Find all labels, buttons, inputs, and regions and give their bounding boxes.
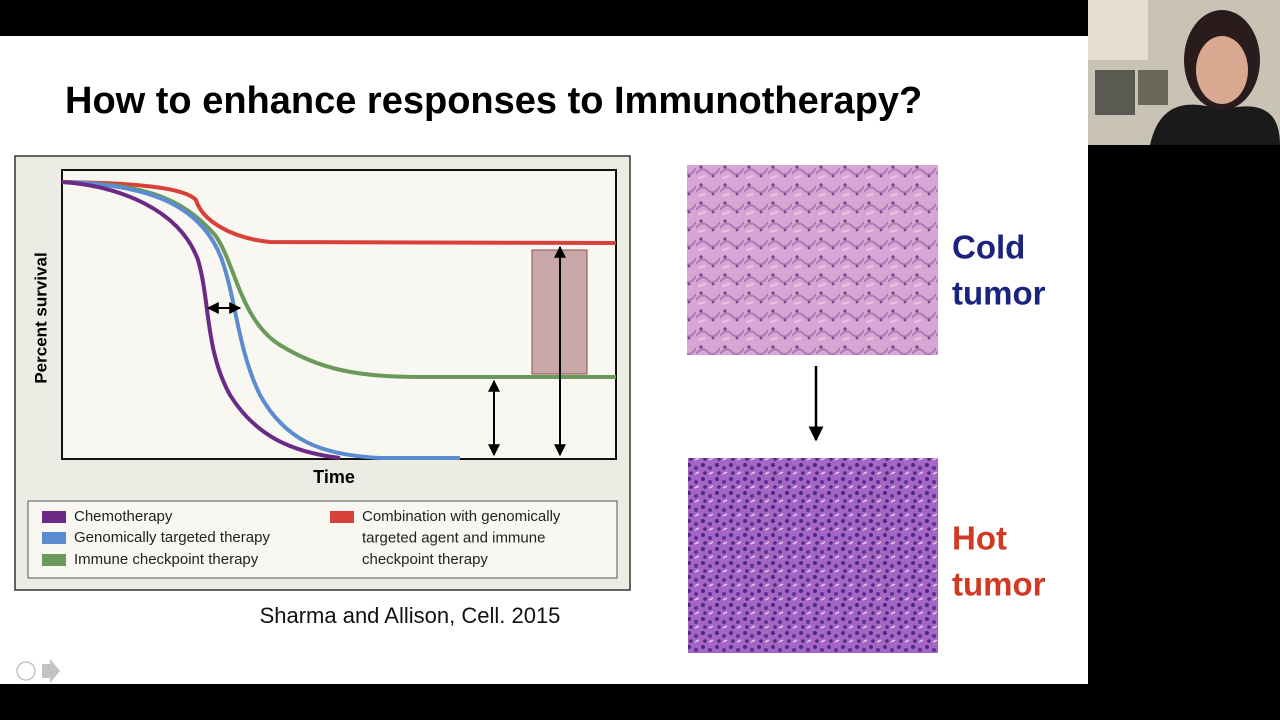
hot-tumor-image xyxy=(688,458,938,653)
legend-label: Genomically targeted therapy xyxy=(74,529,270,546)
legend-swatch xyxy=(42,554,66,566)
tumor-label: Hot xyxy=(952,520,1007,557)
slide-title: How to enhance responses to Immunotherap… xyxy=(65,80,922,122)
legend-label: targeted agent and immune xyxy=(362,529,545,546)
x-axis-label: Time xyxy=(313,467,355,487)
legend-swatch xyxy=(42,532,66,544)
citation: Sharma and Allison, Cell. 2015 xyxy=(260,603,561,628)
tumor-label: tumor xyxy=(952,275,1046,312)
legend-label: checkpoint therapy xyxy=(362,551,488,568)
slide-controls[interactable] xyxy=(16,659,60,683)
y-axis-label: Percent survival xyxy=(31,252,50,383)
survival-curve xyxy=(61,180,341,460)
legend-swatch xyxy=(42,511,66,523)
webcam-video xyxy=(1088,0,1280,145)
legend-label: Chemotherapy xyxy=(74,508,173,525)
legend-label: Combination with genomically xyxy=(362,508,561,525)
tumor-labels: Cold tumor Hot tumor xyxy=(952,229,1046,603)
survival-curve xyxy=(61,180,460,460)
legend-box xyxy=(27,500,618,579)
cold-tumor-image xyxy=(687,165,938,355)
legend: Chemotherapy Genomically targeted therapy… xyxy=(42,508,561,568)
survival-curve xyxy=(61,180,617,245)
legend-swatch xyxy=(330,511,354,523)
tumor-label: Cold xyxy=(952,229,1025,266)
plot-area xyxy=(61,169,617,460)
tumor-label: tumor xyxy=(952,566,1046,603)
legend-label: Immune checkpoint therapy xyxy=(74,551,259,568)
